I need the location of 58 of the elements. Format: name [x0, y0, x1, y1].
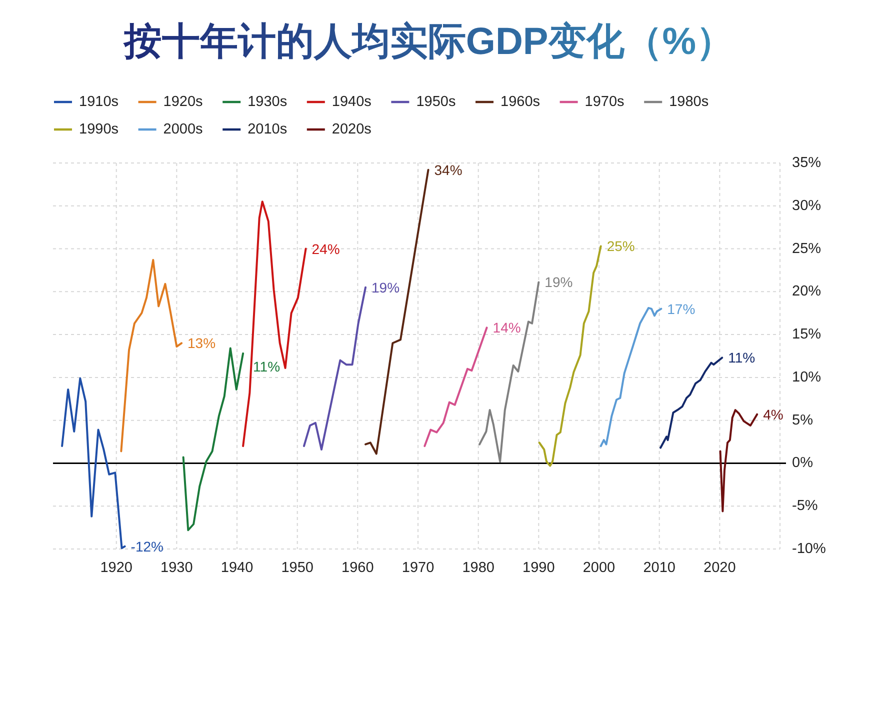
x-tick-label: 1950 [281, 560, 314, 576]
chart-title: 按十年计的人均实际GDP变化（%） [122, 20, 734, 63]
line-series [364, 168, 430, 455]
annotation: 11% [728, 350, 756, 366]
x-tick-label: 1980 [462, 560, 494, 576]
annotation: 24% [312, 240, 340, 257]
line-series [719, 409, 758, 512]
line-series [600, 306, 662, 448]
legend-label: 2010s [248, 122, 288, 138]
legend-label: 2000s [163, 122, 203, 138]
line-series [660, 356, 724, 449]
annotation: 19% [372, 279, 400, 296]
legend-label: 1960s [500, 94, 540, 110]
legend-label: 1910s [79, 94, 119, 110]
annotation: 34% [434, 162, 462, 178]
legend-label: 1930s [248, 94, 288, 110]
annotation: 25% [606, 238, 635, 254]
line-series [61, 377, 126, 550]
line-series [242, 200, 307, 448]
annotation: -12% [130, 538, 164, 554]
x-tick-label: 2010 [643, 560, 676, 576]
y-tick-label: -5% [792, 498, 818, 514]
x-tick-label: 1940 [220, 560, 254, 576]
annotation: 17% [667, 300, 696, 317]
x-tick-label: 2000 [582, 560, 616, 576]
y-tick-label: 30% [792, 198, 822, 214]
legend-label: 1920s [163, 94, 203, 110]
x-tick-label: 2020 [704, 560, 736, 576]
legend-label: 1980s [669, 94, 709, 110]
x-tick-label: 1930 [160, 560, 193, 576]
x-tick-label: 1970 [402, 560, 434, 576]
y-tick-label: 35% [792, 155, 822, 171]
line-series [424, 326, 488, 448]
x-tick-label: 1960 [342, 560, 374, 576]
line-series [182, 347, 244, 532]
legend-label: 1990s [79, 122, 119, 138]
annotation: 19% [544, 274, 573, 290]
y-tick-label: 15% [792, 326, 822, 343]
annotation: 11% [253, 358, 280, 374]
line-series [120, 258, 183, 452]
y-tick-label: -10% [792, 541, 826, 557]
y-tick-label: 0% [792, 455, 814, 472]
y-tick-label: 25% [792, 240, 822, 257]
legend-label: 1970s [584, 94, 624, 110]
line-series [538, 245, 602, 467]
y-tick-label: 20% [792, 284, 822, 300]
line-series [302, 286, 367, 450]
y-tick-label: 5% [792, 412, 814, 428]
x-tick-label: 1990 [522, 560, 555, 576]
legend-label: 1950s [416, 94, 456, 110]
annotation: 14% [492, 320, 521, 336]
legend-label: 1940s [332, 94, 372, 110]
y-tick-label: 10% [792, 369, 822, 386]
legend-label: 2020s [332, 122, 372, 138]
line-series [478, 281, 540, 463]
annotation: 4% [763, 406, 784, 422]
annotation: 13% [188, 335, 216, 352]
x-tick-label: 1920 [100, 560, 132, 576]
